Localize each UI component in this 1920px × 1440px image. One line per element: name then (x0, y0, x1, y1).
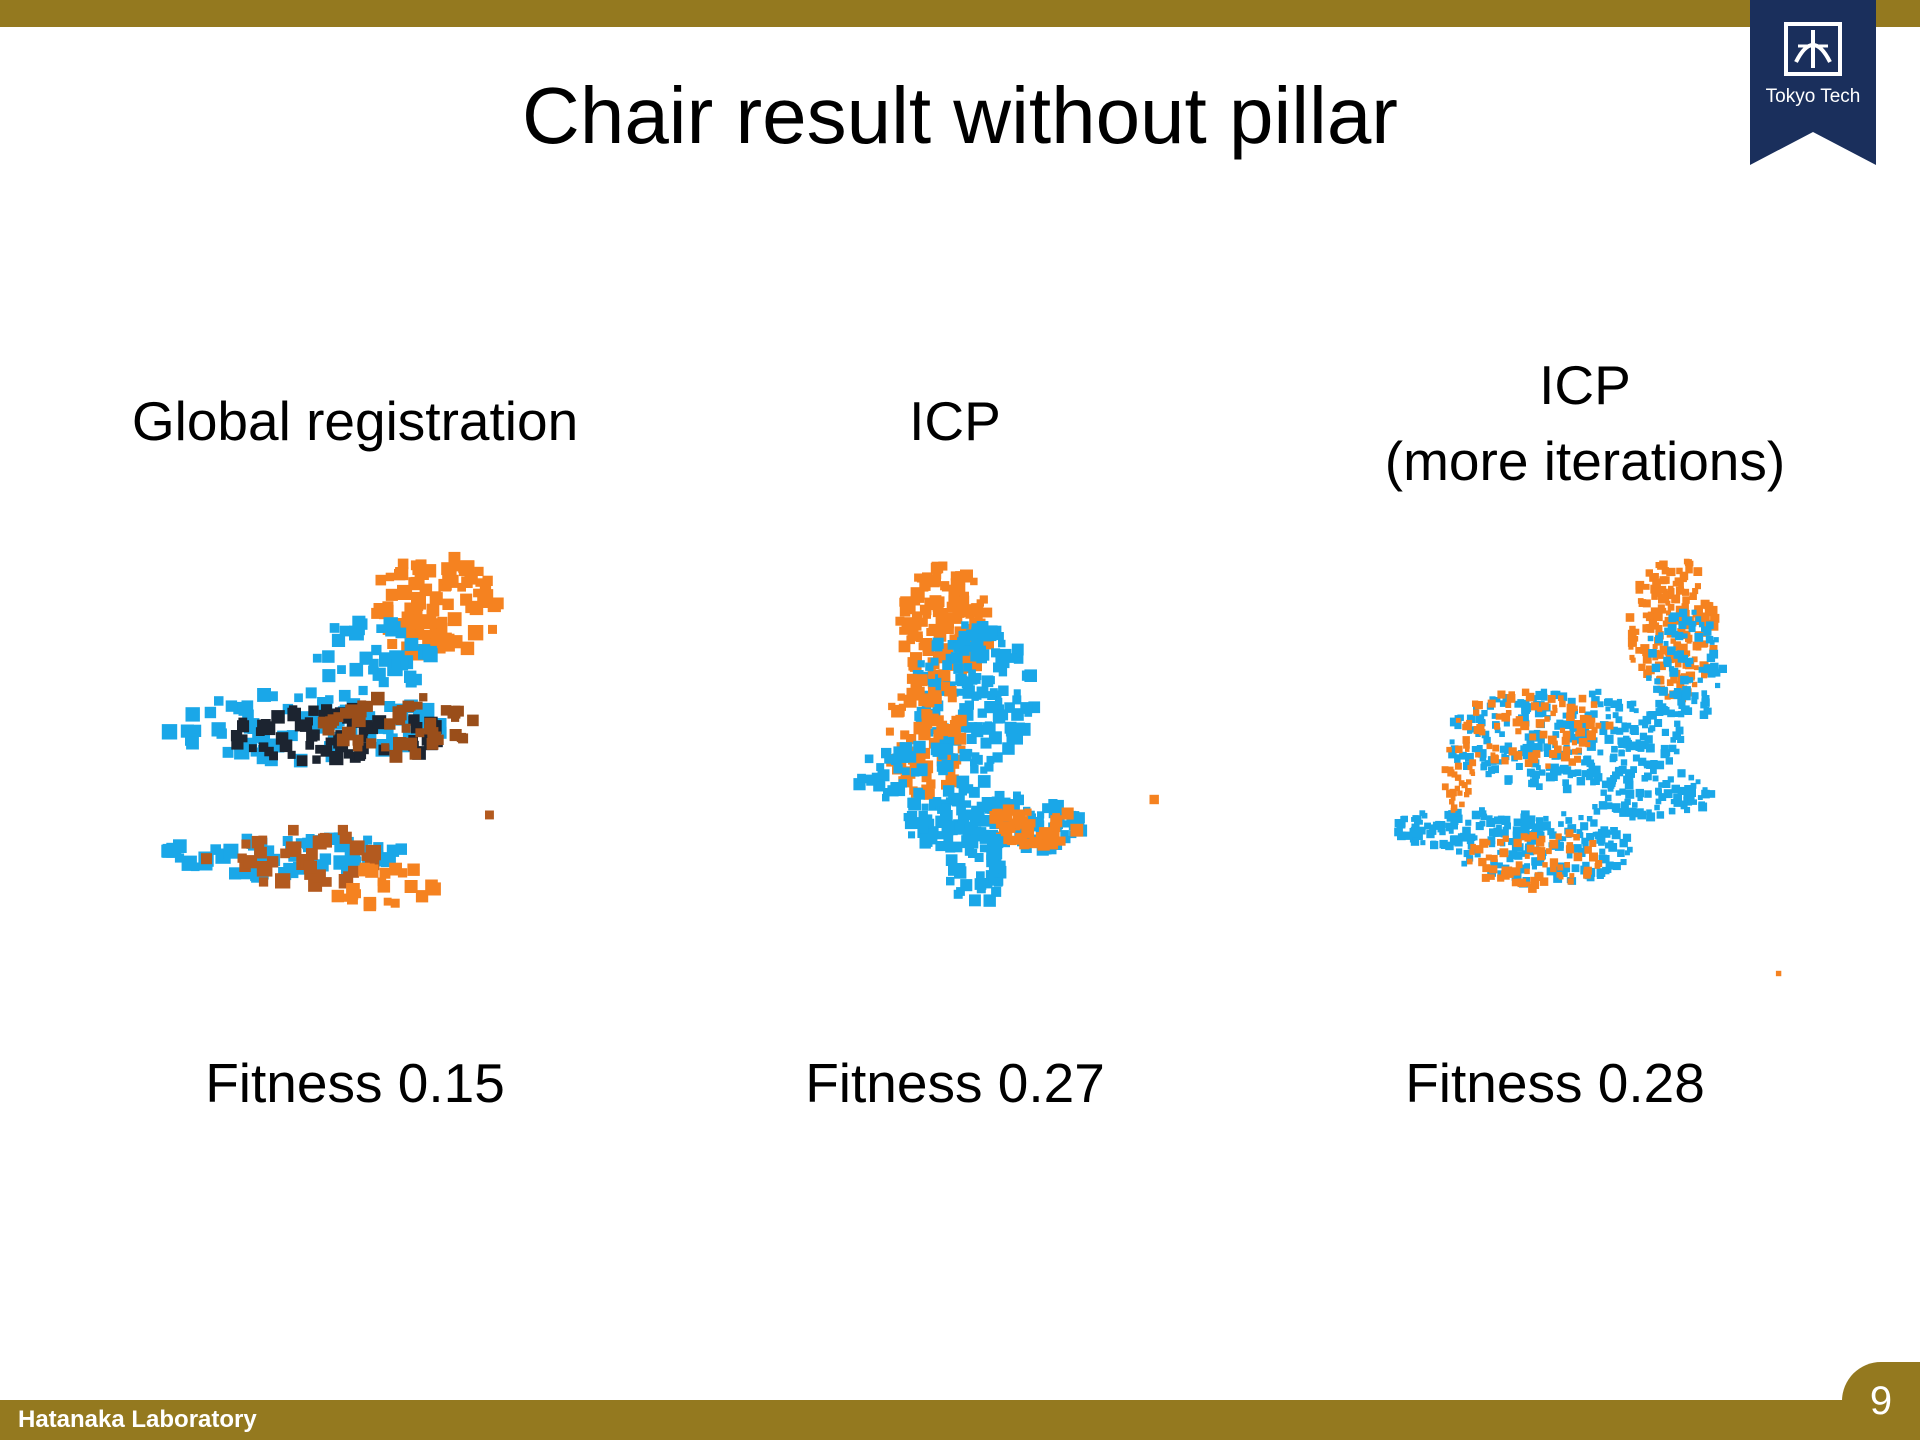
panel-3-heading-line-1: ICP (1539, 354, 1631, 416)
top-bar (0, 0, 1920, 27)
slide-title: Chair result without pillar (522, 71, 1398, 160)
panel-2-point-cloud (853, 561, 1159, 907)
panel-2-heading: ICP (909, 390, 1001, 452)
logo-text: Tokyo Tech (1765, 86, 1861, 107)
panel-2-fitness: Fitness 0.27 (805, 1052, 1105, 1114)
tokyo-tech-logo: Tokyo Tech (1750, 0, 1876, 165)
panel-3-heading-line-2: (more iterations) (1384, 430, 1786, 492)
panel-1-heading: Global registration (131, 390, 579, 452)
page-number: 9 (1842, 1362, 1920, 1440)
panel-1-point-cloud (161, 551, 504, 912)
tokyo-tech-emblem-icon (1750, 0, 1876, 165)
panel-1-fitness: Fitness 0.15 (205, 1052, 505, 1114)
bottom-bar (0, 1400, 1920, 1440)
panel-3-point-cloud (1394, 558, 1782, 977)
footer-lab-name: Hatanaka Laboratory (18, 1406, 257, 1433)
panel-3-fitness: Fitness 0.28 (1405, 1052, 1705, 1114)
